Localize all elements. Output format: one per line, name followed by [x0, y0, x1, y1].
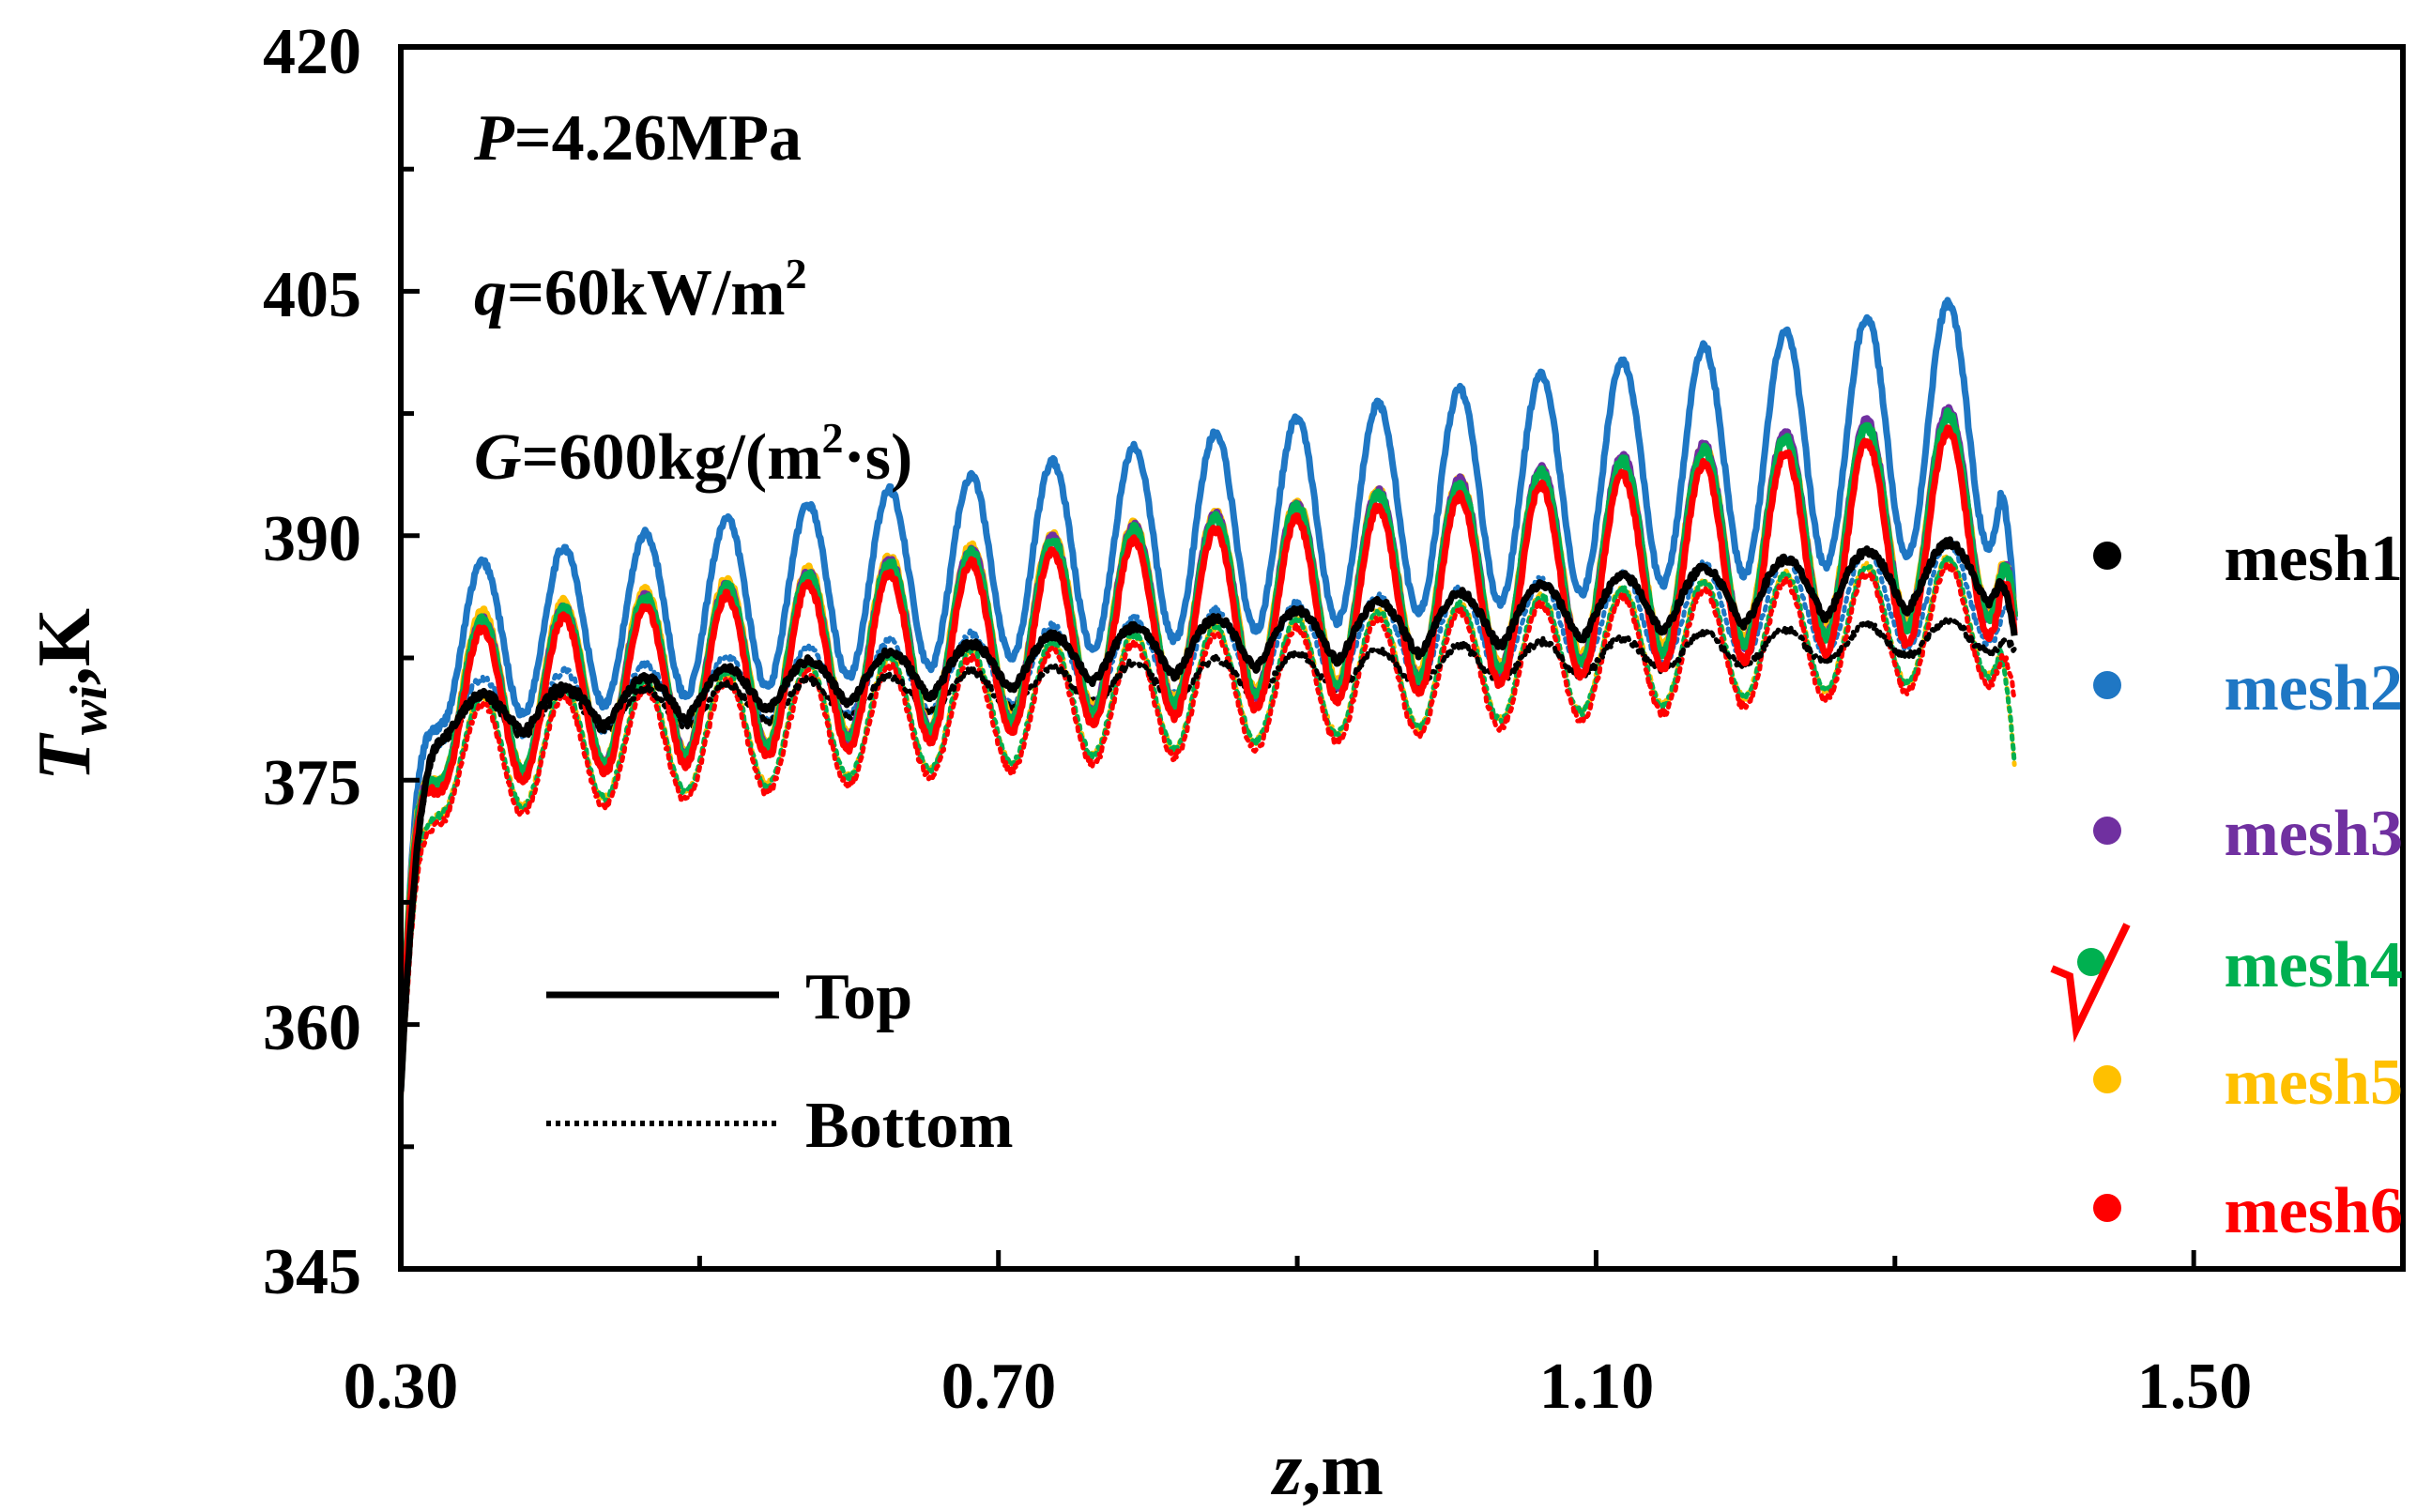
- x-tick-labels: 0.30 0.70 1.10 1.50: [344, 1351, 2253, 1423]
- y-tick-label-345: 345: [263, 1236, 361, 1308]
- x-tick-label-0.70: 0.70: [941, 1351, 1057, 1423]
- mesh-legend: mesh1 mesh2 mesh3 mesh4 mesh5 mesh6: [2077, 523, 2403, 1247]
- y-tick-label-405: 405: [263, 259, 361, 331]
- mesh6-legend-marker: [2093, 1194, 2121, 1222]
- y-tick-label-420: 420: [263, 16, 361, 88]
- pressure-annotation: P=4.26MPa: [473, 102, 802, 175]
- mesh5-legend-label: mesh5: [2224, 1046, 2403, 1119]
- mesh2-legend-marker: [2093, 671, 2121, 699]
- y-tick-label-360: 360: [263, 992, 361, 1064]
- series-mesh1-top: [404, 536, 2018, 1092]
- series-mesh6-top: [404, 424, 2018, 1071]
- y-axis-title: Twi,K: [23, 608, 118, 781]
- x-tick-label-1.10: 1.10: [1539, 1351, 1655, 1423]
- mesh5-legend-marker: [2093, 1065, 2121, 1093]
- y-tick-marks: [401, 44, 420, 1272]
- series-mesh2-top: [404, 297, 2018, 1092]
- series-mesh6-bottom: [404, 561, 2017, 1096]
- mesh3-legend-label: mesh3: [2224, 798, 2403, 870]
- mesh6-legend-label: mesh6: [2224, 1175, 2403, 1247]
- y-tick-labels: 345 360 375 390 405 420: [263, 16, 361, 1308]
- x-axis-title: z,m: [1270, 1428, 1384, 1511]
- selected-check-mark: [2050, 923, 2131, 1044]
- mesh2-legend-label: mesh2: [2224, 652, 2403, 725]
- mass-flux-annotation: G=600kg/(m2·s): [474, 414, 912, 494]
- bottom-legend-label: Bottom: [805, 1090, 1014, 1162]
- series-mesh1-bottom: [404, 616, 2017, 1096]
- mesh3-legend-marker: [2093, 817, 2121, 845]
- mesh4-legend-label: mesh4: [2224, 929, 2403, 1001]
- x-tick-label-1.50: 1.50: [2137, 1351, 2253, 1423]
- mesh4-legend-marker: [2077, 948, 2105, 976]
- x-tick-marks: [398, 1250, 2196, 1269]
- heat-flux-annotation: q=60kW/m2: [474, 250, 807, 329]
- mesh1-legend-marker: [2093, 542, 2121, 570]
- y-tick-label-375: 375: [263, 747, 361, 819]
- x-tick-label-0.30: 0.30: [344, 1351, 459, 1423]
- line-style-legend: Top Bottom: [546, 961, 1014, 1162]
- mesh1-legend-label: mesh1: [2224, 523, 2403, 595]
- y-tick-label-390: 390: [263, 503, 361, 575]
- top-legend-label: Top: [805, 961, 912, 1033]
- series-layer: [404, 297, 2019, 1099]
